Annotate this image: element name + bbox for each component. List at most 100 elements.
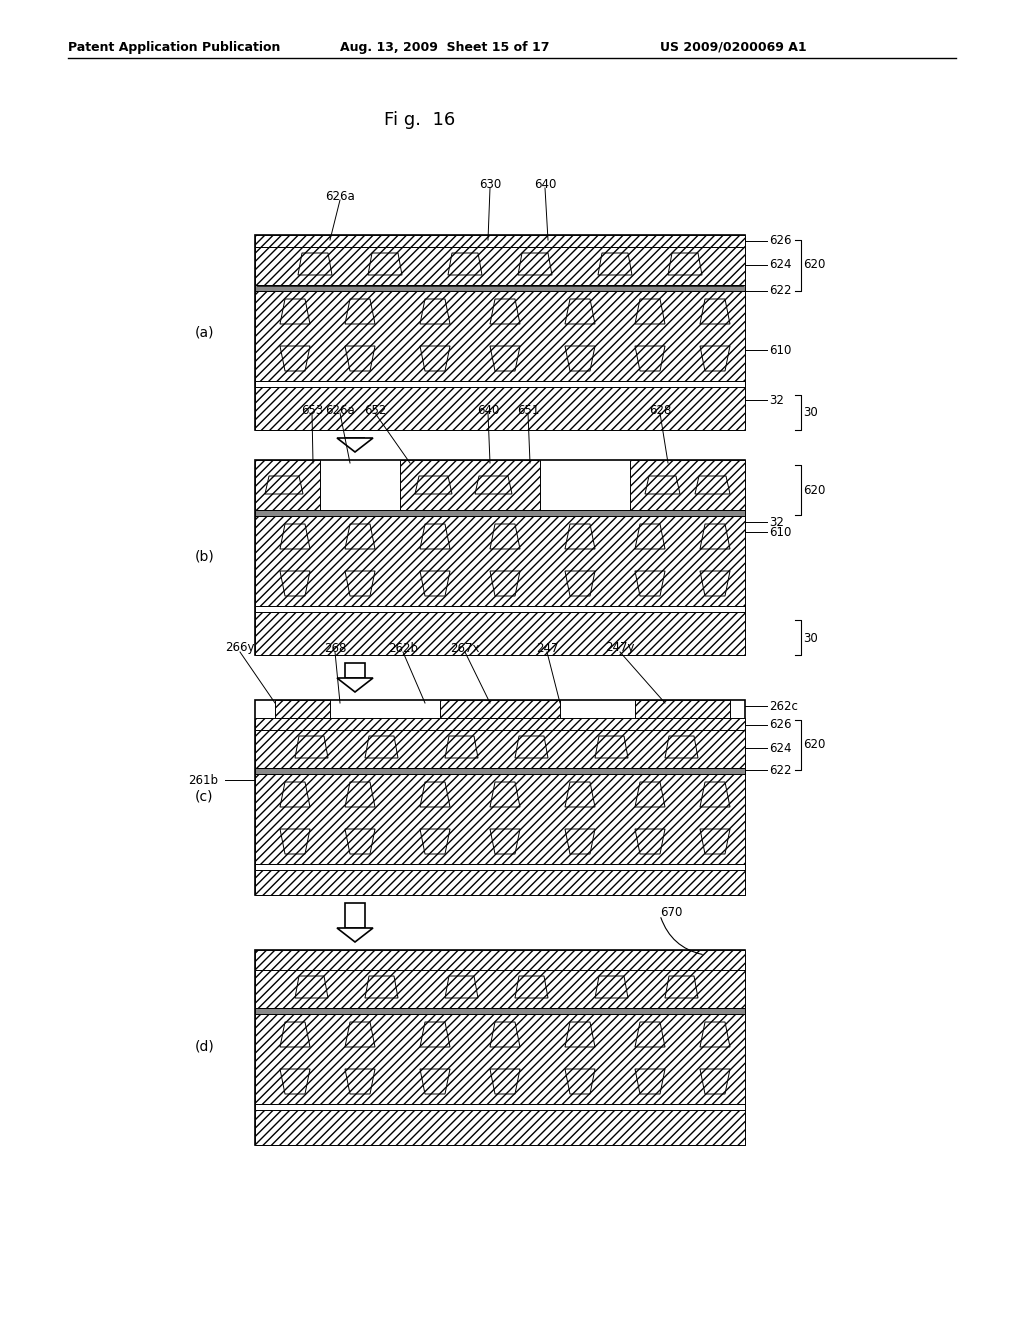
Polygon shape — [515, 737, 548, 758]
Polygon shape — [295, 975, 328, 998]
Polygon shape — [598, 253, 632, 275]
Polygon shape — [345, 346, 375, 371]
Polygon shape — [365, 737, 398, 758]
Text: (d): (d) — [195, 1040, 215, 1053]
Polygon shape — [595, 737, 628, 758]
Text: (c): (c) — [195, 789, 213, 804]
Text: 32: 32 — [769, 393, 784, 407]
Bar — [255, 1110, 745, 1144]
Text: 268: 268 — [324, 642, 346, 655]
Bar — [255, 950, 745, 1144]
Bar — [255, 606, 745, 612]
Polygon shape — [265, 477, 303, 494]
Bar — [345, 903, 365, 928]
Polygon shape — [490, 781, 520, 807]
Bar — [255, 612, 745, 655]
Polygon shape — [420, 1069, 450, 1094]
Polygon shape — [565, 781, 595, 807]
Bar — [255, 235, 745, 430]
Text: 266y: 266y — [225, 642, 255, 655]
Polygon shape — [635, 346, 665, 371]
Polygon shape — [420, 346, 450, 371]
Polygon shape — [490, 346, 520, 371]
Text: 620: 620 — [803, 738, 825, 751]
Polygon shape — [420, 300, 450, 323]
Text: 624: 624 — [769, 742, 792, 755]
Polygon shape — [280, 781, 310, 807]
Text: 610: 610 — [769, 343, 792, 356]
Bar — [255, 870, 745, 895]
Polygon shape — [635, 829, 665, 854]
Polygon shape — [700, 524, 730, 549]
Bar — [400, 459, 540, 510]
Polygon shape — [345, 572, 375, 597]
Polygon shape — [665, 975, 698, 998]
Polygon shape — [635, 524, 665, 549]
Text: 261b: 261b — [188, 774, 218, 787]
Polygon shape — [280, 524, 310, 549]
Polygon shape — [345, 829, 375, 854]
Text: 610: 610 — [769, 525, 792, 539]
Polygon shape — [420, 829, 450, 854]
Text: 653: 653 — [301, 404, 324, 417]
Text: 622: 622 — [769, 285, 792, 297]
Bar — [255, 247, 745, 285]
Text: 652: 652 — [364, 404, 386, 417]
Polygon shape — [700, 346, 730, 371]
Polygon shape — [345, 1069, 375, 1094]
Text: 640: 640 — [477, 404, 499, 417]
Bar — [255, 970, 745, 1008]
Text: Patent Application Publication: Patent Application Publication — [68, 41, 281, 54]
Text: (a): (a) — [195, 325, 214, 339]
Polygon shape — [298, 253, 332, 275]
Polygon shape — [595, 975, 628, 998]
Text: 651: 651 — [517, 404, 540, 417]
Bar — [255, 459, 745, 655]
Polygon shape — [345, 1022, 375, 1047]
Polygon shape — [490, 1069, 520, 1094]
Text: 247: 247 — [536, 642, 558, 655]
Bar — [275, 700, 330, 718]
Polygon shape — [565, 346, 595, 371]
Polygon shape — [280, 829, 310, 854]
Text: 626a: 626a — [326, 190, 355, 203]
Polygon shape — [345, 781, 375, 807]
Bar — [255, 510, 745, 516]
Text: 620: 620 — [803, 259, 825, 272]
Polygon shape — [635, 1022, 665, 1047]
Polygon shape — [565, 1069, 595, 1094]
Bar — [255, 774, 745, 865]
Polygon shape — [700, 781, 730, 807]
Bar — [255, 768, 745, 774]
Text: Aug. 13, 2009  Sheet 15 of 17: Aug. 13, 2009 Sheet 15 of 17 — [340, 41, 550, 54]
Polygon shape — [490, 524, 520, 549]
Polygon shape — [565, 829, 595, 854]
Text: 32: 32 — [769, 516, 784, 528]
Polygon shape — [700, 300, 730, 323]
Text: (b): (b) — [195, 550, 215, 564]
Polygon shape — [280, 1022, 310, 1047]
Polygon shape — [635, 1069, 665, 1094]
Polygon shape — [365, 975, 398, 998]
Polygon shape — [345, 300, 375, 323]
Polygon shape — [490, 300, 520, 323]
Polygon shape — [700, 572, 730, 597]
Polygon shape — [700, 829, 730, 854]
Bar — [630, 459, 745, 510]
Polygon shape — [449, 253, 482, 275]
Polygon shape — [345, 524, 375, 549]
Polygon shape — [490, 829, 520, 854]
Polygon shape — [420, 524, 450, 549]
Bar — [255, 290, 745, 381]
Polygon shape — [420, 1022, 450, 1047]
Polygon shape — [695, 477, 730, 494]
Bar — [255, 700, 745, 895]
Polygon shape — [368, 253, 402, 275]
Bar — [255, 381, 745, 387]
Polygon shape — [635, 300, 665, 323]
Polygon shape — [565, 300, 595, 323]
Text: 670: 670 — [660, 906, 682, 919]
Polygon shape — [665, 737, 698, 758]
Bar — [440, 700, 560, 718]
Text: 267x: 267x — [451, 642, 480, 655]
